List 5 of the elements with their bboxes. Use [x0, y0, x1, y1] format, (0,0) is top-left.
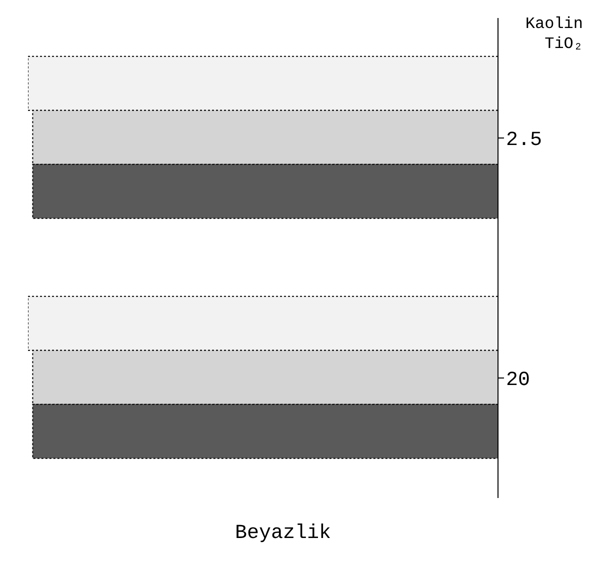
y-tick-label: 20 [506, 369, 530, 392]
text: Kaolin [525, 15, 583, 33]
x-axis-title: Beyazlik [234, 522, 332, 545]
y-tick-label: 2.5 [506, 129, 542, 152]
y-axis-title: TiO₂ [544, 35, 583, 53]
